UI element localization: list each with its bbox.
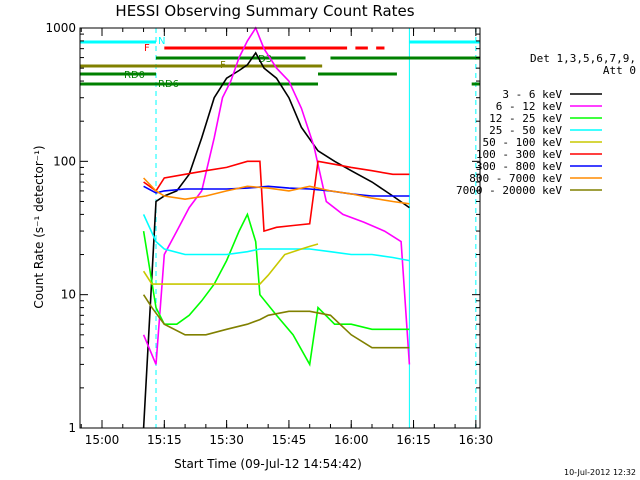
series-line [142, 51, 410, 429]
x-tick-label: 16:15 [396, 433, 431, 447]
series-line [143, 185, 410, 197]
x-tick-label: 16:30 [459, 433, 494, 447]
flag-bar-label: RD6 [158, 79, 179, 90]
legend-entry-label: 3 - 6 keV [502, 88, 562, 101]
series-line [142, 243, 319, 285]
legend-header: Att 0 [603, 64, 636, 77]
y-tick-label: 1 [68, 421, 76, 435]
y-tick-label: 100 [53, 154, 76, 168]
series-line [143, 177, 410, 205]
legend-entry-label: 100 - 300 keV [476, 148, 562, 161]
chart-title: HESSI Observing Summary Count Rates [115, 2, 414, 20]
flag-bar-label: RD0 [124, 70, 145, 81]
series-line [142, 214, 410, 262]
flag-bar-label: F [144, 43, 150, 54]
x-tick-label: 15:00 [85, 433, 120, 447]
x-tick-label: 16:00 [334, 433, 369, 447]
x-axis-label: Start Time (09-Jul-12 14:54:42) [174, 457, 362, 471]
x-tick-label: 15:30 [209, 433, 244, 447]
x-tick-label: 15:15 [147, 433, 182, 447]
flag-bar-label: F [220, 60, 226, 71]
footer-timestamp: 10-Jul-2012 12:32 [564, 468, 636, 477]
legend-entry-label: 6 - 12 keV [496, 100, 563, 113]
y-axis-label: Count Rate (s⁻¹ detector⁻¹) [32, 145, 46, 308]
y-tick-label: 10 [61, 288, 76, 302]
flag-bar-label: D3 [258, 54, 272, 65]
y-tick-label: 1000 [45, 21, 76, 35]
legend-entry-label: 25 - 50 keV [489, 124, 562, 137]
series-line [143, 160, 410, 233]
legend-entry-label: 300 - 800 keV [476, 160, 562, 173]
legend-header: Det 1,3,5,6,7,9, [530, 52, 636, 65]
series-line [142, 212, 410, 367]
legend-entry-label: 12 - 25 keV [489, 112, 562, 125]
plot-frame [79, 27, 481, 429]
legend-entry-label: 800 - 7000 keV [469, 172, 562, 185]
legend-entry-label: 50 - 100 keV [483, 136, 563, 149]
legend-entry-label: 7000 - 20000 keV [456, 184, 562, 197]
flag-bar-label: N [158, 36, 165, 47]
x-tick-label: 15:45 [272, 433, 307, 447]
series-line [142, 294, 410, 349]
